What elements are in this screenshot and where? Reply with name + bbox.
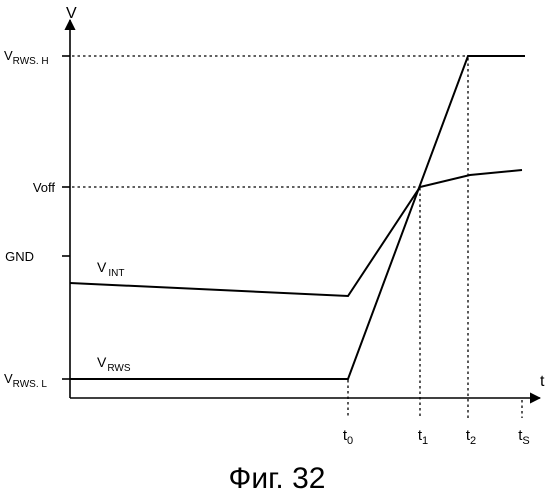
label-gnd: GND [5, 249, 34, 264]
figure-caption: Фиг. 32 [0, 462, 554, 496]
x-axis-label: t [540, 373, 545, 390]
v-rws-curve [70, 56, 525, 379]
label-v-rws-low: VRWS. L [4, 371, 47, 390]
label-t2: t2 [466, 427, 476, 447]
label-t0: t0 [343, 427, 353, 447]
label-v-int: VINT [97, 259, 124, 279]
label-ts: tS [518, 427, 530, 447]
label-t1: t1 [418, 427, 428, 447]
y-axis-label: V [66, 5, 77, 22]
label-v-rws-high: VRWS. H [4, 48, 49, 67]
label-v-rws: VRWS [97, 354, 131, 374]
label-voff: Voff [33, 180, 56, 195]
v-int-curve [70, 170, 522, 296]
